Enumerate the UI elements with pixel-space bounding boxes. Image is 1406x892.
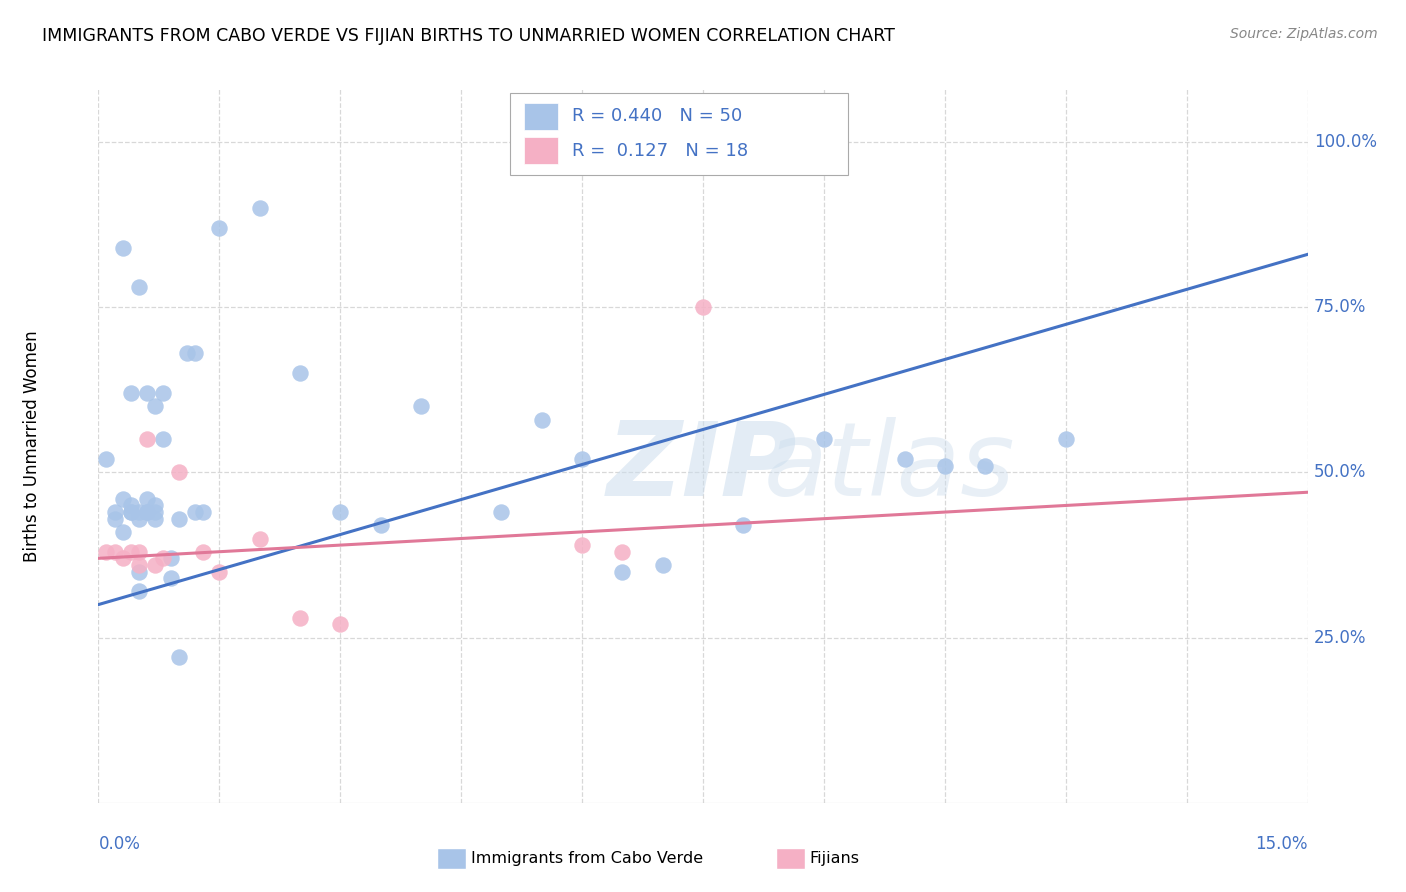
Text: 15.0%: 15.0% [1256,835,1308,853]
Point [135,433,157,447]
Point [612,565,634,579]
Point [96,452,118,467]
Point [120,386,142,401]
Point [288,611,311,625]
Text: 50.0%: 50.0% [1313,464,1367,482]
Point [135,505,157,519]
Point [135,386,157,401]
Point [193,545,215,559]
Point [329,617,352,632]
Point [370,518,392,533]
Text: 25.0%: 25.0% [1313,629,1367,647]
Point [176,346,198,360]
Point [128,505,150,519]
Point [143,511,166,525]
Point [893,452,915,467]
Point [612,545,634,559]
Point [143,400,166,414]
Point [128,584,150,599]
FancyBboxPatch shape [524,137,558,164]
Point [167,511,190,525]
Text: Births to Unmarried Women: Births to Unmarried Women [22,330,41,562]
Point [167,650,190,665]
Point [813,433,835,447]
Text: R = 0.440   N = 50: R = 0.440 N = 50 [572,107,742,125]
Point [120,499,142,513]
Point [128,558,150,572]
Point [288,367,311,381]
Point [152,433,174,447]
Point [96,545,118,559]
Point [143,499,166,513]
Point [208,565,231,579]
Point [974,458,997,473]
Point [491,505,513,519]
Point [128,511,150,525]
Point [184,505,207,519]
Text: 100.0%: 100.0% [1313,133,1376,151]
Point [111,524,134,539]
Point [135,491,157,506]
Point [111,491,134,506]
Point [530,412,553,426]
Text: Fijians: Fijians [810,851,859,866]
FancyBboxPatch shape [524,103,558,130]
Point [1054,433,1077,447]
Point [208,221,231,235]
Point [167,466,190,480]
Point [934,458,956,473]
Point [152,551,174,566]
Point [120,505,142,519]
Point [571,452,593,467]
Point [329,505,352,519]
Text: R =  0.127   N = 18: R = 0.127 N = 18 [572,142,748,160]
Point [120,545,142,559]
Text: IMMIGRANTS FROM CABO VERDE VS FIJIAN BIRTHS TO UNMARRIED WOMEN CORRELATION CHART: IMMIGRANTS FROM CABO VERDE VS FIJIAN BIR… [42,27,896,45]
Point [193,505,215,519]
Text: 0.0%: 0.0% [98,835,141,853]
FancyBboxPatch shape [509,93,848,175]
Point [651,558,673,572]
Point [135,505,157,519]
Point [184,346,207,360]
Text: atlas: atlas [763,417,1015,517]
Text: Immigrants from Cabo Verde: Immigrants from Cabo Verde [471,851,703,866]
Point [120,505,142,519]
Point [152,386,174,401]
Text: Source: ZipAtlas.com: Source: ZipAtlas.com [1230,27,1378,41]
Point [111,241,134,255]
Point [128,280,150,294]
Point [692,300,714,314]
Point [128,565,150,579]
Point [249,532,271,546]
Point [571,538,593,552]
Point [733,518,755,533]
Point [409,400,432,414]
Point [143,558,166,572]
FancyBboxPatch shape [776,847,804,869]
Point [160,571,183,585]
Point [249,201,271,215]
Point [143,505,166,519]
Point [103,505,125,519]
Text: 75.0%: 75.0% [1313,298,1367,317]
FancyBboxPatch shape [437,847,465,869]
Point [103,545,125,559]
Point [128,545,150,559]
Point [103,511,125,525]
Point [111,551,134,566]
Point [160,551,183,566]
Text: ZIP: ZIP [606,417,797,518]
